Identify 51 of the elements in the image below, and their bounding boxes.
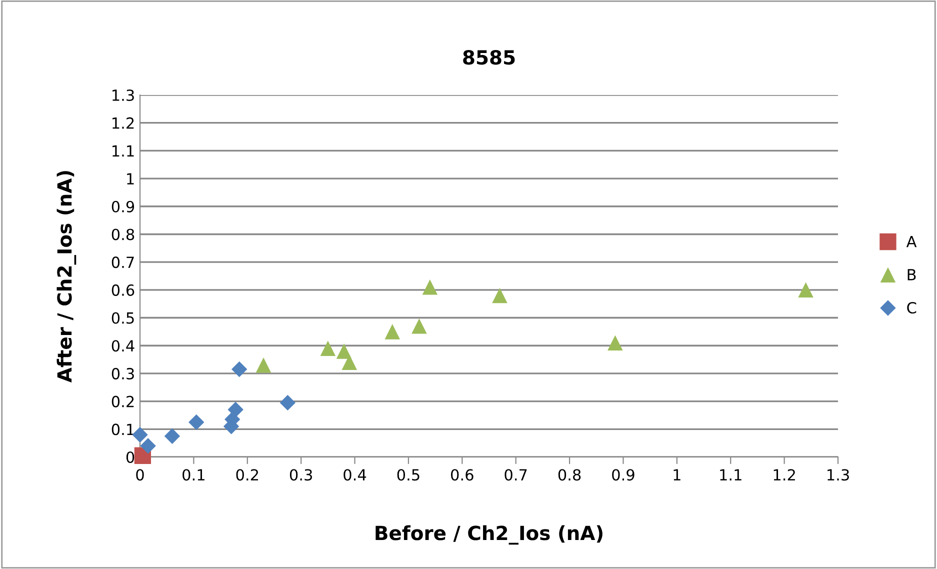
point: [422, 280, 438, 295]
point: [164, 428, 180, 444]
chart-title: 8585: [463, 50, 515, 65]
x-tick-label: 0.2: [236, 469, 258, 481]
y-tick-label: 0: [126, 451, 134, 464]
point: [608, 335, 623, 350]
y-tick-label: 0.1: [112, 424, 134, 436]
x-tick-label: 0.1: [182, 469, 204, 481]
point: [140, 438, 156, 454]
x-tick-label: 0.8: [558, 469, 581, 481]
x-tick-label: 0.5: [397, 469, 420, 481]
point: [798, 282, 814, 298]
y-tick-label: 0.8: [112, 228, 134, 240]
x-tick-label: 0.3: [290, 469, 312, 481]
y-tick-label: 0.5: [112, 312, 134, 324]
point: [231, 361, 248, 378]
y-tick-label: 0.7: [112, 256, 134, 268]
point: [320, 340, 336, 356]
x-tick-label: 1: [674, 469, 680, 480]
point: [412, 318, 427, 334]
point: [342, 354, 358, 370]
x-tick-label: 1.1: [720, 469, 742, 480]
y-tick-label: 1.1: [112, 145, 134, 156]
point: [188, 414, 204, 430]
x-tick-label: 0.7: [504, 469, 527, 481]
x-tick-label: 1.2: [774, 469, 795, 480]
point: [256, 357, 272, 373]
point: [384, 324, 400, 340]
y-tick-label: 1: [127, 173, 134, 184]
y-tick-label: 0.9: [112, 200, 134, 212]
point: [132, 426, 148, 443]
legend-label: C: [907, 302, 916, 314]
point: [492, 288, 508, 304]
legend-label: A: [906, 236, 917, 248]
point: [336, 344, 352, 359]
y-tick-label: 1.2: [112, 117, 134, 129]
y-tick-label: 1.3: [112, 89, 134, 102]
x-axis-title: Before / Ch2_Ios (nA): [376, 525, 602, 545]
point: [228, 402, 244, 418]
x-tick-label: 0.6: [451, 469, 474, 481]
point: [280, 394, 296, 411]
x-tick-label: 0.9: [612, 469, 634, 481]
x-tick-label: 0: [136, 469, 144, 481]
y-tick-label: 0.2: [112, 396, 134, 408]
x-tick-label: 0.4: [344, 469, 366, 481]
y-tick-label: 0.4: [112, 340, 134, 352]
x-tick-label: 1.3: [828, 469, 849, 481]
y-tick-label: 0.6: [112, 284, 134, 296]
legend-label: B: [908, 269, 916, 280]
y-axis-title: After / Ch2_Ios (nA): [56, 171, 76, 382]
y-tick-label: 0.3: [112, 368, 134, 380]
